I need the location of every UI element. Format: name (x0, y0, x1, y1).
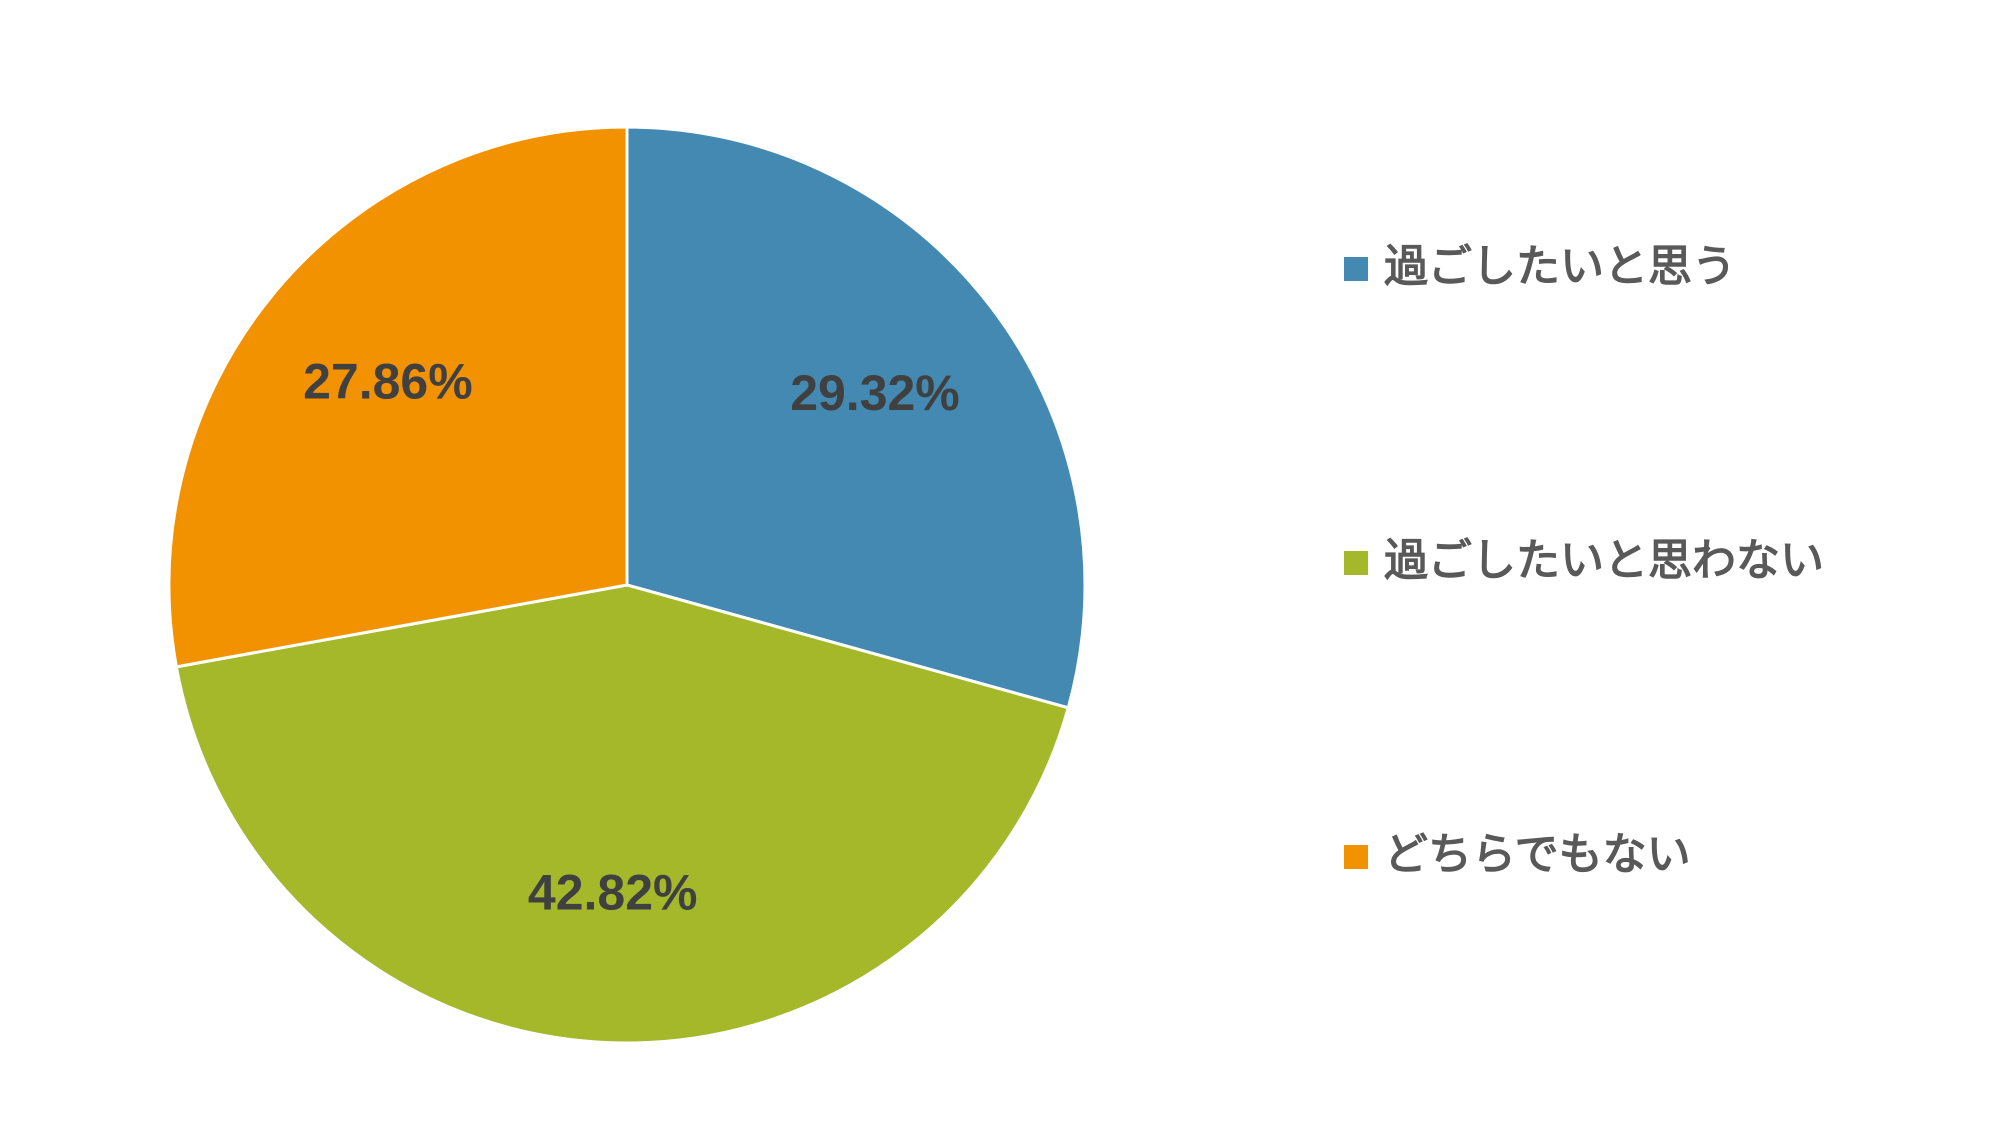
pie-slice (625, 125, 1087, 710)
value-label: 29.32% (790, 365, 960, 421)
value-label: 27.86% (303, 354, 473, 410)
legend-swatch (1344, 845, 1368, 869)
legend-label: どちらでもない (1384, 829, 1691, 880)
legend-label: 過ごしたいと思う (1384, 241, 1736, 292)
legend-label: 過ごしたいと思わない (1384, 535, 1824, 586)
pie-slice (167, 125, 629, 669)
legend-swatch (1344, 551, 1368, 575)
legend-swatch (1344, 257, 1368, 281)
value-label: 42.82% (528, 864, 698, 920)
pie-slice (174, 583, 1071, 1045)
